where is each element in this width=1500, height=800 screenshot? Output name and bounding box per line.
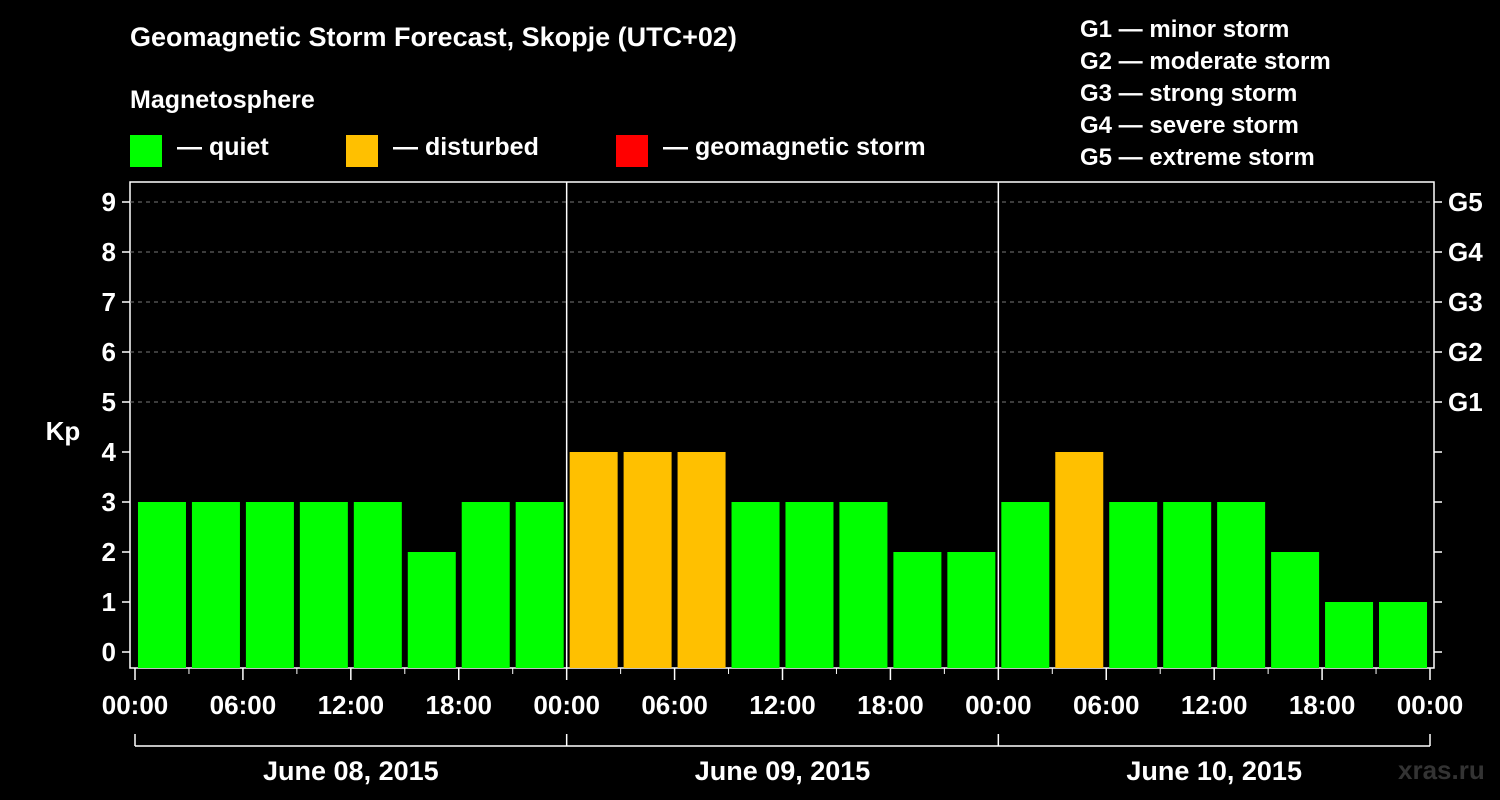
kp-bar (245, 502, 294, 668)
y-tick-label: 5 (102, 387, 116, 417)
kp-bar (137, 502, 186, 668)
x-tick-label: 06:00 (1073, 690, 1140, 720)
day-label: June 10, 2015 (1126, 756, 1302, 786)
y-axis-label: Kp (46, 416, 81, 446)
kp-bar (1271, 552, 1320, 668)
g1-legend-item: G1 — minor storm (1080, 16, 1290, 43)
x-tick-label: 18:00 (857, 690, 924, 720)
g2-legend-item: G2 — moderate storm (1080, 48, 1331, 75)
x-tick-label: 00:00 (102, 690, 169, 720)
x-tick-label: 00:00 (533, 690, 600, 720)
kp-bar (785, 502, 834, 668)
quiet-legend-label: — quiet (177, 133, 269, 161)
g4-legend-item: G4 — severe storm (1080, 112, 1299, 139)
kp-bar (1379, 602, 1428, 668)
g-level-label: G1 (1448, 387, 1483, 417)
kp-bar (191, 502, 240, 668)
quiet-swatch (130, 135, 162, 167)
kp-bar (1217, 502, 1266, 668)
kp-bar (1325, 602, 1374, 668)
y-tick-label: 4 (102, 437, 117, 467)
storm-swatch (616, 135, 648, 167)
x-tick-label: 12:00 (1181, 690, 1248, 720)
disturbed-legend-label: — disturbed (393, 133, 539, 161)
disturbed-swatch (346, 135, 378, 167)
day-label: June 08, 2015 (263, 756, 439, 786)
kp-bar (731, 502, 780, 668)
g-level-label: G3 (1448, 287, 1483, 317)
kp-bar (677, 452, 726, 668)
y-tick-label: 6 (102, 337, 116, 367)
kp-bar (515, 502, 564, 668)
day-label: June 09, 2015 (695, 756, 871, 786)
storm-legend-label: — geomagnetic storm (663, 133, 926, 161)
x-tick-label: 06:00 (210, 690, 277, 720)
g-scale-legend: G1 — minor storm G2 — moderate storm G3 … (1080, 14, 1331, 174)
g-level-label: G2 (1448, 337, 1483, 367)
chart-title: Geomagnetic Storm Forecast, Skopje (UTC+… (130, 22, 737, 52)
y-tick-label: 9 (102, 187, 116, 217)
x-tick-label: 00:00 (1397, 690, 1464, 720)
kp-bar (461, 502, 510, 668)
y-tick-label: 2 (102, 537, 116, 567)
g-level-label: G4 (1448, 237, 1483, 267)
kp-bar (893, 552, 942, 668)
g3-legend-item: G3 — strong storm (1080, 80, 1298, 107)
x-tick-label: 12:00 (749, 690, 816, 720)
x-tick-label: 18:00 (426, 690, 493, 720)
kp-bar (623, 452, 672, 668)
kp-bar (1109, 502, 1158, 668)
kp-bar (839, 502, 888, 668)
kp-bar (1001, 502, 1050, 668)
watermark: xras.ru (1398, 755, 1485, 785)
x-tick-label: 12:00 (318, 690, 385, 720)
g-level-label: G5 (1448, 187, 1483, 217)
kp-bar (299, 502, 348, 668)
g5-legend-item: G5 — extreme storm (1080, 144, 1315, 171)
kp-bar (947, 552, 996, 668)
y-tick-label: 8 (102, 237, 116, 267)
kp-bar (569, 452, 618, 668)
x-tick-label: 00:00 (965, 690, 1032, 720)
y-tick-label: 1 (102, 587, 116, 617)
x-tick-label: 18:00 (1289, 690, 1356, 720)
y-tick-label: 7 (102, 287, 116, 317)
magnetosphere-heading: Magnetosphere (130, 86, 315, 114)
y-tick-label: 0 (102, 637, 116, 667)
kp-bar (353, 502, 402, 668)
kp-bar (407, 552, 456, 668)
x-tick-label: 06:00 (641, 690, 708, 720)
y-tick-label: 3 (102, 487, 116, 517)
kp-bar (1055, 452, 1104, 668)
kp-bar (1163, 502, 1212, 668)
